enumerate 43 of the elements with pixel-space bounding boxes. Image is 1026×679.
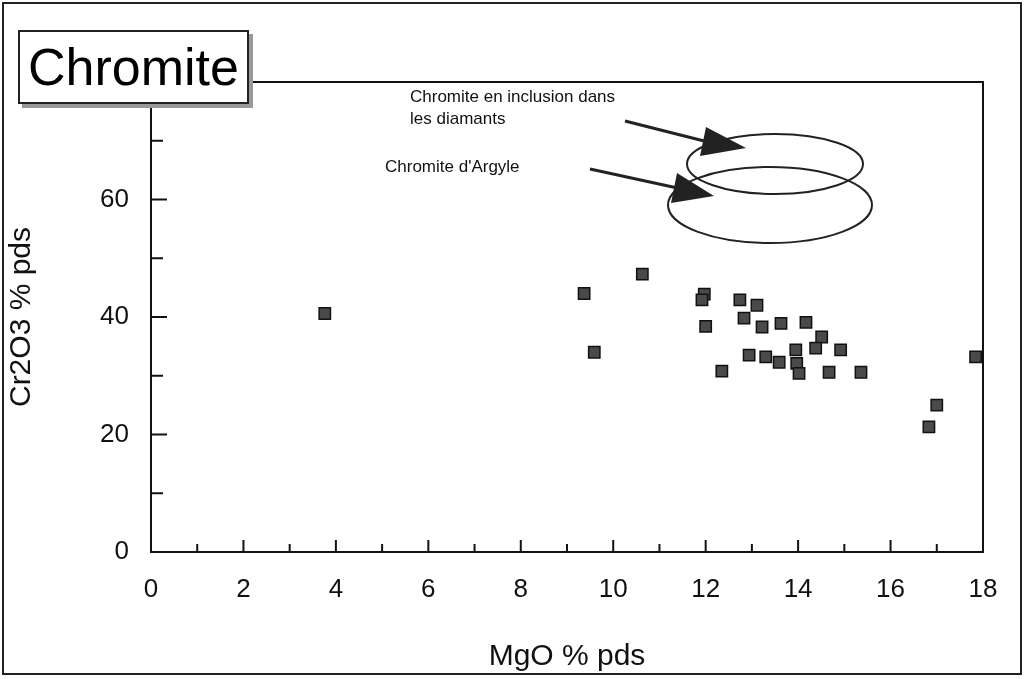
point [930,398,944,412]
point [759,350,773,364]
y-axis-title: Cr2O3 % pds [3,226,37,408]
x-tick-label: 6 [421,572,436,603]
y-tick-label: 0 [114,535,129,566]
point [822,365,836,379]
point [733,293,747,307]
y-tick-label: 40 [100,300,129,331]
point [577,287,591,300]
point [834,343,848,357]
x-tick-label: 4 [328,572,344,603]
point [922,420,936,434]
x-tick-label: 8 [513,572,529,603]
point [742,348,756,362]
y-tick-label: 20 [100,417,129,448]
chart-title: Chromite [18,30,249,104]
x-axis-title: MgO % pds [488,638,646,672]
point [737,311,751,325]
point [587,345,601,359]
point [635,267,649,281]
x-tick-label: 10 [598,572,628,603]
x-tick-label: 12 [691,572,721,603]
x-tick-label: 18 [968,572,998,603]
point [715,364,729,378]
point [774,317,788,330]
point [809,341,823,355]
point [815,330,829,344]
point [854,365,868,379]
point [789,343,803,357]
point [750,298,764,312]
point [799,315,813,329]
point [699,319,713,333]
point [969,350,983,364]
y-tick-label: 60 [100,182,129,213]
point [772,355,786,369]
x-tick-label: 16 [876,572,906,603]
x-tick-label: 14 [783,572,813,603]
point [318,307,332,320]
annotation: Chromite en inclusion dans les diamants [410,87,616,128]
x-tick-label: 2 [236,572,251,603]
x-tick-label: 0 [143,572,159,603]
annotation: Chromite d'Argyle [385,157,520,176]
point [792,366,806,380]
